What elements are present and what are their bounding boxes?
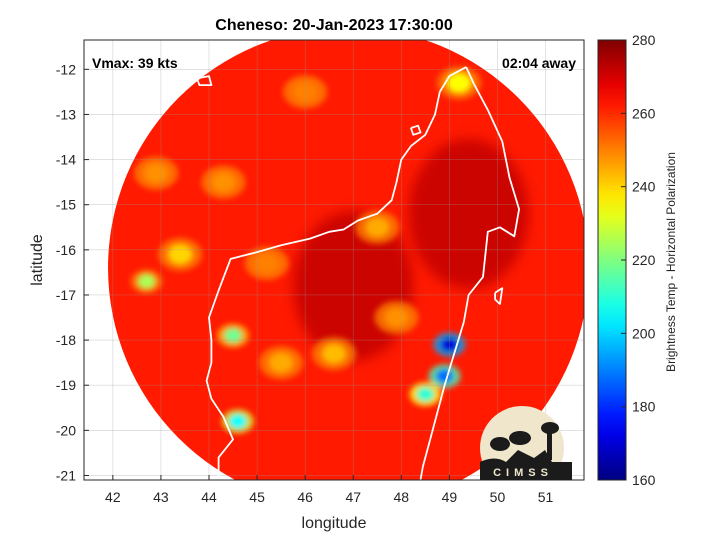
convective-cell-14	[254, 253, 279, 274]
colorbar-tick-label: 280	[632, 32, 656, 48]
colorbar-tick-label: 220	[632, 252, 656, 268]
y-tick-label: -18	[56, 332, 76, 348]
brightness-temp-swath	[108, 40, 584, 480]
grid	[84, 40, 584, 480]
x-ticks: 42 43 44 45 46 47 48 49 50 51	[105, 475, 554, 505]
y-tick-label: -21	[56, 467, 76, 483]
island-outline-0	[169, 79, 184, 90]
coastline-west	[205, 66, 467, 480]
y-ticks: -12 -13 -14 -15 -16 -17 -18 -19 -20 -21	[56, 61, 89, 483]
convective-cell-13	[293, 81, 318, 102]
y-axis-label: latitude	[29, 234, 46, 286]
y-tick-label: -13	[56, 106, 76, 122]
convective-cell-15	[144, 163, 169, 184]
colorbar-tick-label: 160	[632, 472, 656, 488]
convective-cell-5	[137, 274, 156, 289]
convective-cell-0	[440, 337, 459, 352]
x-axis-label: longitude	[302, 515, 367, 532]
convective-cell-11	[384, 307, 409, 328]
y-tick-label: -19	[56, 377, 76, 393]
y-tick-label: -17	[56, 287, 76, 303]
x-tick-label: 48	[394, 489, 410, 505]
island-outline-2	[410, 124, 422, 136]
y-tick-label: -12	[56, 61, 76, 77]
vmax-annotation: Vmax: 39 kts	[92, 55, 178, 71]
x-tick-label: 50	[490, 489, 506, 505]
convective-cell-1	[435, 369, 454, 384]
x-tick-label: 46	[297, 489, 313, 505]
colorbar-tick-label: 180	[632, 399, 656, 415]
convective-cell-10	[321, 343, 347, 364]
convective-cell-8	[365, 217, 390, 238]
chart-title: Cheneso: 20-Jan-2023 17:30:00	[215, 17, 453, 34]
convective-cell-3	[229, 414, 247, 429]
colorbar-ticks: 160 180 200 220 240 260 280	[621, 32, 656, 488]
convective-cell-7	[446, 72, 472, 93]
colorbar-tick-label: 260	[632, 105, 656, 121]
colorbar-label: Brightness Temp - Horizontal Polarizatio…	[664, 152, 678, 372]
convective-cell-6	[168, 244, 193, 265]
convective-cell-9	[269, 352, 294, 373]
cimss-logo-text: CIMSS	[493, 467, 553, 479]
island-outline-1	[196, 75, 213, 86]
y-tick-label: -16	[56, 242, 76, 258]
plot-frame	[83, 39, 585, 481]
convective-cell-2	[416, 387, 435, 402]
x-tick-label: 45	[249, 489, 265, 505]
time-away-annotation: 02:04 away	[502, 55, 576, 71]
x-tick-label: 42	[105, 489, 121, 505]
colorbar-tick-label: 200	[632, 325, 656, 341]
convective-cell-4	[224, 328, 242, 343]
x-tick-label: 47	[345, 489, 361, 505]
cimss-logo: CIMSS	[480, 406, 572, 480]
colorbar-tick-label: 240	[632, 179, 656, 195]
y-tick-label: -14	[56, 152, 76, 168]
cold-region-0	[408, 138, 529, 289]
y-tick-label: -20	[56, 422, 76, 438]
island-outline-3	[494, 287, 504, 305]
convective-cell-12	[211, 172, 236, 193]
x-tick-label: 44	[201, 489, 217, 505]
x-tick-label: 51	[538, 489, 554, 505]
y-tick-label: -15	[56, 197, 76, 213]
x-tick-label: 43	[153, 489, 169, 505]
x-tick-label: 49	[442, 489, 458, 505]
coastline-east	[419, 66, 520, 480]
coastline	[169, 66, 520, 480]
